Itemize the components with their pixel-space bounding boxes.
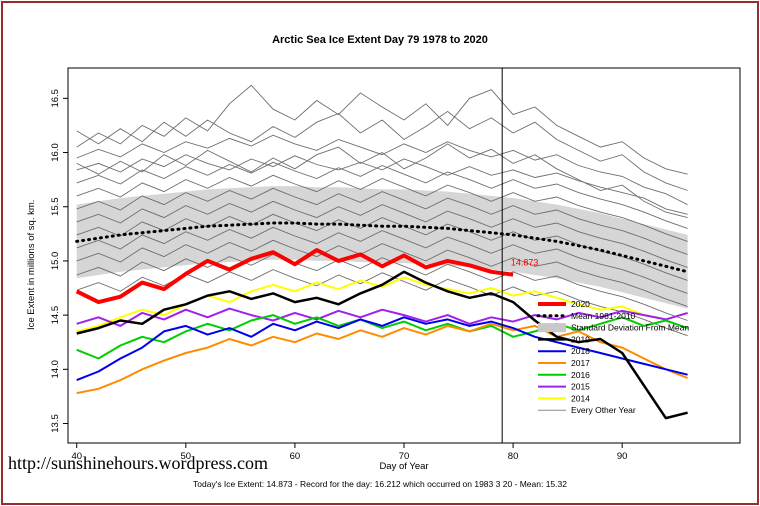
legend-label: Mean 1981-2010: [571, 311, 636, 321]
background-year-line: [76, 253, 688, 321]
background-year-line: [76, 110, 688, 191]
site-url: http://sunshinehours.wordpress.com: [8, 453, 268, 473]
y-tick-label: 16.5: [50, 89, 61, 108]
today-caption: Today's Ice Extent: 14.873 - Record for …: [193, 479, 567, 489]
background-year-line: [76, 226, 688, 294]
legend-label: 2017: [571, 358, 590, 368]
current-extent-label: 14.873: [511, 257, 539, 267]
x-tick-label: 60: [290, 451, 301, 462]
legend-label: 2016: [571, 370, 590, 380]
series-line-2018: [76, 316, 688, 382]
background-year-line: [76, 187, 688, 255]
background-year-line: [76, 161, 688, 229]
legend-label: 2019: [571, 334, 590, 344]
legend-label: Standard Deviation From Mean: [571, 323, 689, 333]
background-year-line: [76, 200, 688, 268]
y-tick-label: 13.5: [50, 414, 61, 433]
y-axis-label: Ice Extent in millions of sq. km.: [26, 199, 37, 330]
legend-label: Every Other Year: [571, 405, 636, 415]
legend-label: 2014: [571, 393, 590, 403]
y-tick-label: 14.5: [50, 306, 61, 325]
legend-label: 2020: [571, 299, 590, 309]
background-year-line: [76, 84, 688, 175]
series-line-2015: [76, 307, 688, 327]
series-line-2019: [76, 270, 688, 420]
x-tick-label: 80: [508, 451, 519, 462]
mean-line: [75, 221, 690, 274]
x-tick-label: 40: [71, 451, 82, 462]
series-line-2017: [76, 322, 688, 395]
background-year-line: [76, 174, 688, 242]
background-year-line: [76, 239, 688, 307]
x-tick-label: 70: [399, 451, 410, 462]
x-tick-label: 50: [181, 451, 192, 462]
series-line-2020: [75, 248, 514, 305]
background-year-line: [76, 134, 688, 206]
series-line-2014: [76, 276, 688, 333]
legend-label: 2018: [571, 346, 590, 356]
series-line-2016: [76, 314, 688, 360]
y-tick-label: 14.0: [50, 360, 61, 379]
x-tick-label: 90: [617, 451, 628, 462]
chart-title: Arctic Sea Ice Extent Day 79 1978 to 202…: [272, 34, 488, 46]
x-axis-label: Day of Year: [379, 461, 429, 472]
y-tick-label: 15.5: [50, 197, 61, 216]
y-tick-label: 16.0: [50, 143, 61, 162]
y-tick-label: 15.0: [50, 252, 61, 271]
legend-label: 2015: [571, 382, 590, 392]
background-year-line: [76, 143, 688, 219]
